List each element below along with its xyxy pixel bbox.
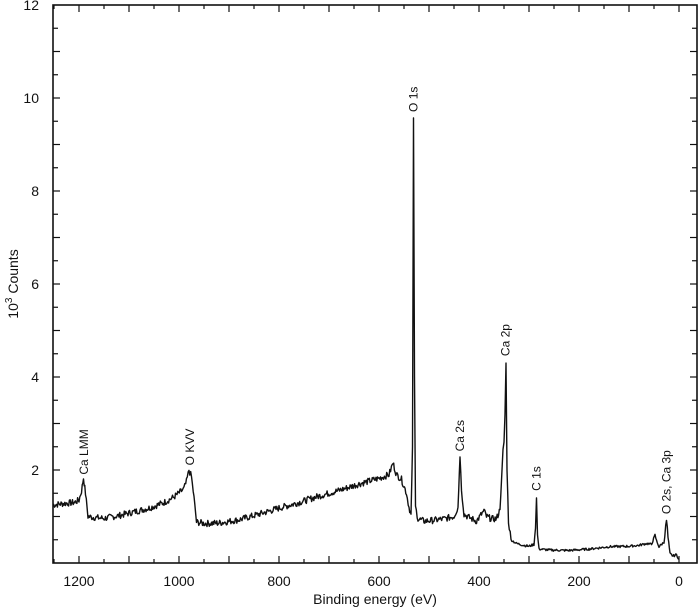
x-axis: 1200 1000 800 600 400 200 0 — [53, 5, 683, 589]
x-tick-label: 200 — [567, 573, 591, 589]
peak-label: Ca LMM — [77, 429, 91, 474]
x-tick-label: 1000 — [163, 573, 194, 589]
y-tick-label: 8 — [31, 183, 39, 199]
x-tick-label: 600 — [367, 573, 391, 589]
y-axis: 2 4 6 8 10 12 — [23, 0, 697, 541]
peak-label: O 2s, Ca 3p — [660, 450, 674, 514]
y-tick-label: 6 — [31, 276, 39, 292]
peak-label: O 1s — [407, 87, 421, 112]
x-tick-label: 800 — [267, 573, 291, 589]
peak-label: Ca 2s — [453, 420, 467, 451]
x-axis-title: Binding energy (eV) — [313, 591, 437, 607]
x-tick-label: 0 — [675, 573, 683, 589]
y-tick-label: 2 — [31, 462, 39, 478]
peak-label: O KVV — [183, 429, 197, 466]
x-tick-label: 400 — [467, 573, 491, 589]
y-axis-title: 103 Counts — [4, 249, 21, 318]
spectrum-line — [52, 117, 680, 560]
peak-annotations: Ca LMM O KVV O 1s Ca 2s Ca 2p C 1s O 2s, Ca 3p — [77, 87, 674, 515]
peak-label: Ca 2p — [499, 324, 513, 356]
peak-label: C 1s — [530, 466, 544, 491]
y-tick-label: 4 — [31, 369, 39, 385]
x-tick-label: 1200 — [63, 573, 94, 589]
y-tick-label: 12 — [23, 0, 39, 13]
y-tick-label: 10 — [23, 90, 39, 106]
